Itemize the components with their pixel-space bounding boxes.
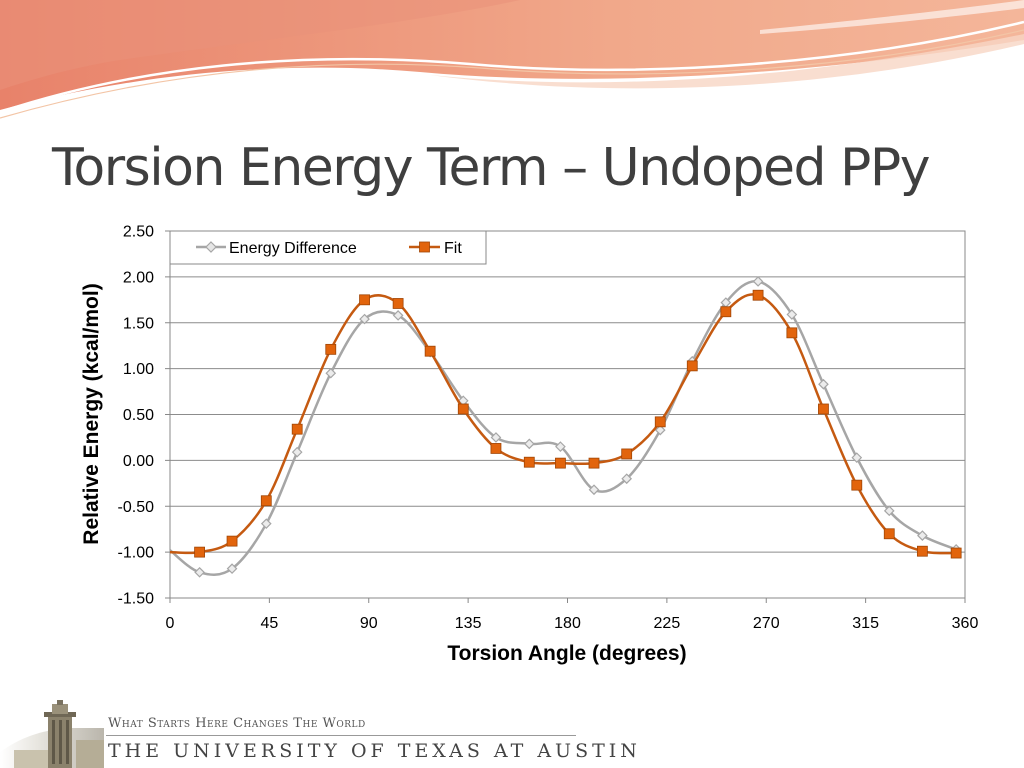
data-point-fit bbox=[555, 457, 566, 469]
legend-label-fit: Fit bbox=[444, 240, 462, 257]
slide-title: Torsion Energy Term – Undoped PPy bbox=[52, 138, 931, 198]
data-point-fit bbox=[325, 343, 337, 355]
x-tick-label: 180 bbox=[554, 615, 581, 632]
data-point-fit bbox=[490, 443, 502, 454]
data-point-energy-difference bbox=[621, 473, 633, 485]
data-point-fit bbox=[752, 289, 764, 301]
data-point-energy-difference bbox=[752, 276, 764, 287]
footer-divider bbox=[106, 735, 576, 736]
y-axis-label: Relative Energy (kcal/mol) bbox=[80, 283, 103, 544]
series-line-fit bbox=[169, 293, 957, 555]
x-tick-label: 270 bbox=[753, 615, 780, 632]
footer-university-name: THE UNIVERSITY OF TEXAS AT AUSTIN bbox=[108, 740, 641, 762]
data-point-fit bbox=[424, 345, 436, 357]
data-point-fit bbox=[523, 456, 535, 468]
data-point-energy-difference bbox=[490, 432, 502, 443]
y-tick-label: -1.50 bbox=[118, 591, 155, 608]
data-point-fit bbox=[194, 546, 205, 558]
data-point-energy-difference bbox=[851, 452, 863, 463]
y-tick-label: -1.00 bbox=[118, 545, 155, 562]
data-point-fit bbox=[916, 545, 928, 557]
y-tick-label: 1.50 bbox=[123, 315, 154, 332]
footer: What Starts Here Changes The World THE U… bbox=[0, 700, 1024, 768]
x-tick-label: 135 bbox=[455, 615, 482, 632]
data-point-fit bbox=[883, 528, 895, 540]
data-point-energy-difference bbox=[260, 518, 272, 530]
gridlines bbox=[170, 276, 965, 553]
legend-marker-fit bbox=[419, 241, 430, 253]
x-axis-label: Torsion Angle (degrees) bbox=[447, 642, 686, 665]
data-point-energy-difference bbox=[359, 313, 370, 325]
series-layer bbox=[169, 276, 962, 578]
axis-ticks: 2.50 2.00 1.50 1.00 0.50 0.00 -0.50 -1.00 -1.50 0… bbox=[118, 224, 979, 633]
data-point-energy-difference bbox=[523, 438, 535, 450]
data-point-energy-difference bbox=[883, 505, 895, 517]
x-tick-label: 0 bbox=[166, 615, 175, 632]
ut-tower-logo bbox=[0, 700, 104, 768]
x-tick-label: 315 bbox=[852, 615, 879, 632]
y-tick-label: 0.50 bbox=[123, 407, 154, 424]
series-line-energy-difference bbox=[169, 280, 957, 576]
legend-marker-energy-difference bbox=[205, 241, 217, 253]
data-point-energy-difference bbox=[917, 530, 928, 541]
data-point-fit bbox=[654, 416, 666, 428]
x-tick-label: 90 bbox=[360, 615, 378, 632]
data-point-energy-difference bbox=[392, 310, 404, 321]
x-tick-label: 45 bbox=[260, 615, 278, 632]
data-point-fit bbox=[457, 403, 469, 415]
data-point-energy-difference bbox=[588, 484, 600, 496]
data-point-fit bbox=[621, 448, 633, 460]
data-point-energy-difference bbox=[654, 424, 666, 436]
data-point-energy-difference bbox=[818, 378, 829, 390]
data-point-fit bbox=[226, 535, 238, 547]
data-point-energy-difference bbox=[325, 367, 337, 379]
data-point-fit bbox=[392, 298, 404, 309]
footer-tagline: What Starts Here Changes The World bbox=[108, 716, 366, 731]
y-tick-label: 2.50 bbox=[123, 224, 154, 241]
data-point-fit bbox=[786, 327, 798, 339]
x-tick-label: 225 bbox=[654, 615, 681, 632]
data-point-fit bbox=[686, 360, 698, 372]
data-point-energy-difference bbox=[194, 566, 205, 578]
data-point-energy-difference bbox=[291, 446, 303, 458]
header-swoosh-decoration bbox=[0, 0, 1024, 119]
data-point-fit bbox=[818, 403, 829, 415]
y-tick-label: 0.00 bbox=[123, 453, 154, 470]
data-point-energy-difference bbox=[555, 441, 566, 452]
chart-legend: Energy Difference Fit bbox=[169, 230, 487, 265]
y-tick-label: -0.50 bbox=[118, 499, 155, 516]
data-point-fit bbox=[720, 306, 732, 318]
data-point-fit bbox=[291, 423, 303, 435]
data-point-energy-difference bbox=[786, 309, 798, 320]
y-tick-label: 2.00 bbox=[123, 269, 154, 286]
data-point-fit bbox=[588, 457, 600, 469]
data-point-fit bbox=[359, 294, 370, 306]
data-point-fit bbox=[950, 547, 962, 559]
data-point-fit bbox=[260, 495, 272, 507]
y-tick-label: 1.00 bbox=[123, 361, 154, 378]
legend-label-energy-difference: Energy Difference bbox=[229, 240, 357, 257]
data-point-fit bbox=[851, 479, 863, 491]
x-tick-label: 360 bbox=[952, 615, 979, 632]
torsion-energy-chart: 2.50 2.00 1.50 1.00 0.50 0.00 -0.50 -1.00 -1.50 0… bbox=[80, 224, 979, 666]
data-point-energy-difference bbox=[226, 563, 238, 574]
